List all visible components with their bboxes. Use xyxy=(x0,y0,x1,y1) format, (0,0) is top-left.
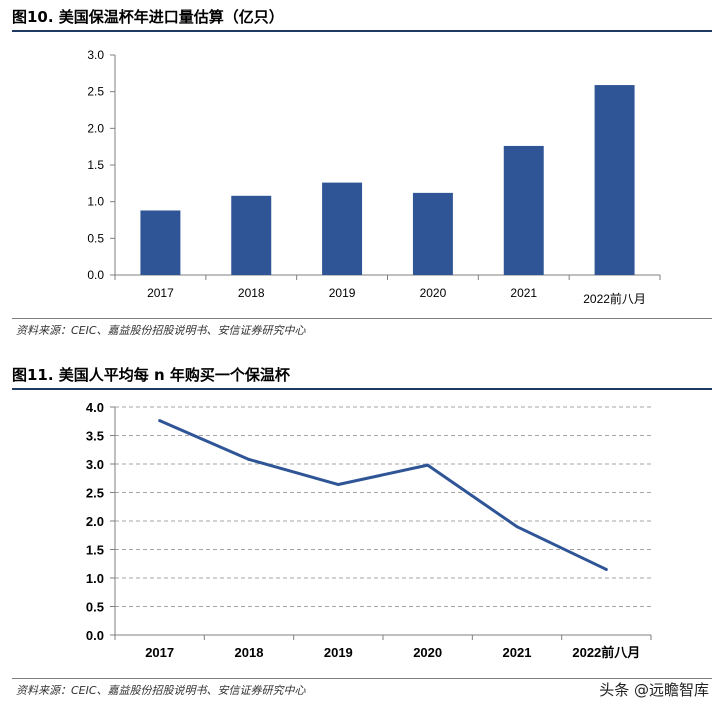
series-line xyxy=(159,419,607,571)
source-rule xyxy=(12,678,712,679)
x-tick-label: 2022前八月 xyxy=(572,645,640,660)
y-tick-label: 2.0 xyxy=(87,121,104,135)
x-tick-label: 2019 xyxy=(324,645,353,660)
y-tick-label: 1.0 xyxy=(86,571,104,586)
x-tick-label: 2022前八月 xyxy=(583,291,646,306)
x-tick-label: 2017 xyxy=(145,645,174,660)
x-tick-label: 2017 xyxy=(147,286,174,300)
y-tick-label: 2.0 xyxy=(86,514,104,529)
bar xyxy=(140,210,181,275)
title-rule xyxy=(12,388,712,390)
y-tick-label: 2.5 xyxy=(86,486,104,501)
source-note: 资料来源：CEIC、嘉益股份招股说明书、安信证券研究中心 xyxy=(16,324,306,337)
data-point xyxy=(426,463,430,467)
source-note: 资料来源：CEIC、嘉益股份招股说明书、安信证券研究中心 xyxy=(16,684,306,697)
x-tick-label: 2021 xyxy=(510,286,537,300)
figure-title-bar: 图10. 美国保温杯年进口量估算（亿只） xyxy=(12,8,284,26)
y-tick-label: 0.5 xyxy=(87,231,104,245)
data-point xyxy=(247,457,251,461)
data-point xyxy=(604,567,608,571)
x-tick-label: 2019 xyxy=(329,286,356,300)
bar xyxy=(412,192,453,275)
y-tick-label: 3.0 xyxy=(87,48,104,62)
x-tick-label: 2018 xyxy=(238,286,265,300)
y-tick-label: 3.0 xyxy=(86,457,104,472)
y-tick-label: 0.5 xyxy=(86,600,104,615)
data-point xyxy=(336,483,340,487)
x-tick-label: 2021 xyxy=(503,645,532,660)
y-tick-label: 4.0 xyxy=(86,400,104,415)
data-point xyxy=(515,525,519,529)
x-tick-label: 2020 xyxy=(420,286,447,300)
y-tick-label: 3.5 xyxy=(86,429,104,444)
figure-title-line: 图11. 美国人平均每 n 年购买一个保温杯 xyxy=(12,366,290,384)
bar-chart: 0.0 0.5 1.0 1.5 2.0 2.5 3.0 2017 2018 2019 2020 202… xyxy=(87,48,661,306)
y-tick-label: 1.5 xyxy=(86,543,104,558)
bar xyxy=(231,195,272,275)
y-tick-label: 0.0 xyxy=(86,628,104,643)
title-rule xyxy=(12,30,712,32)
x-tick-label: 2020 xyxy=(413,645,442,660)
bar xyxy=(594,85,635,275)
y-tick-label: 0.0 xyxy=(87,268,104,282)
source-rule xyxy=(12,318,712,319)
line-chart: 0.0 0.5 1.0 1.5 2.0 2.5 3.0 3.5 4.0 2017 2018 2019 2… xyxy=(86,400,652,660)
watermark: 头条 @远瞻智库 xyxy=(599,681,709,699)
y-tick-label: 2.5 xyxy=(87,85,104,99)
bar xyxy=(322,182,363,275)
y-tick-label: 1.0 xyxy=(87,195,104,209)
y-tick-label: 1.5 xyxy=(87,158,104,172)
data-point xyxy=(158,419,162,423)
x-tick-label: 2018 xyxy=(235,645,264,660)
bar xyxy=(503,145,544,275)
